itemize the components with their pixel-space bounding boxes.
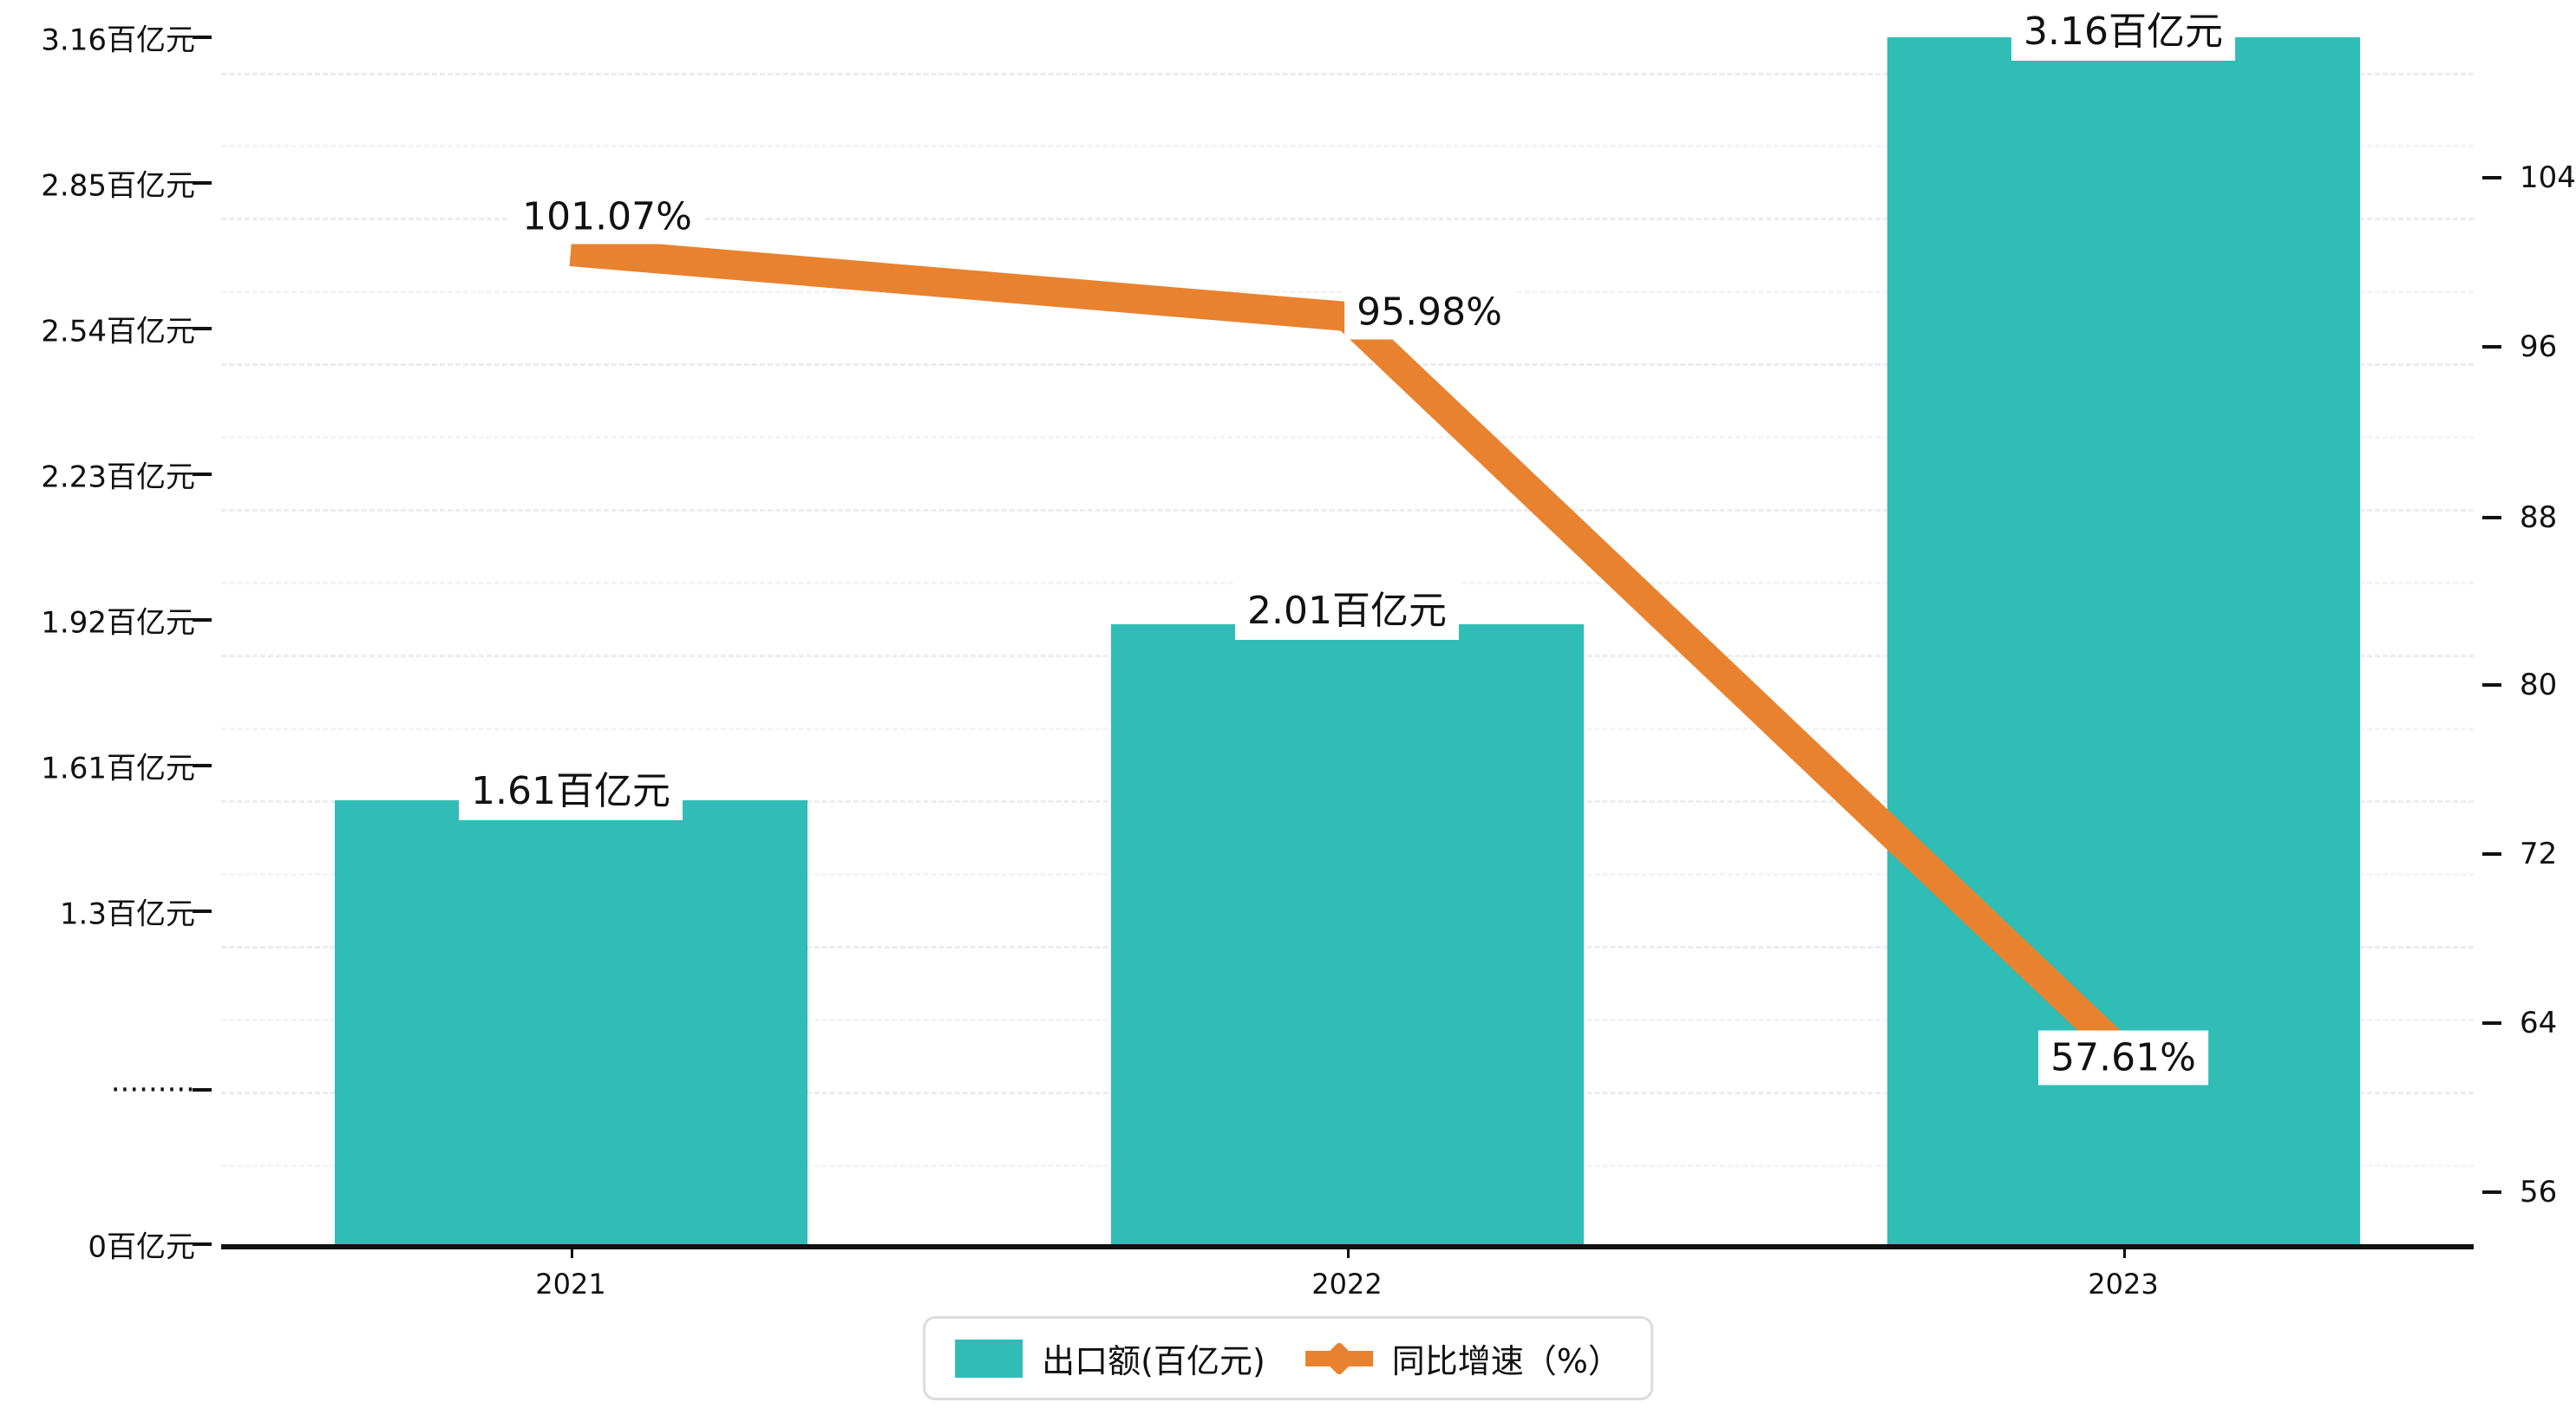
line-value-label-2022: 95.98% <box>1344 284 1514 340</box>
bar-2022[interactable] <box>1111 624 1584 1244</box>
y-right-tick <box>2482 516 2501 519</box>
y-left-tick <box>193 1242 212 1246</box>
line-value-label-2021: 101.07% <box>510 189 704 245</box>
gridline <box>221 218 2474 220</box>
x-axis-label-2023: 2023 <box>2088 1268 2159 1301</box>
legend-label-export-amount: 出口额(百亿元) <box>1042 1342 1265 1380</box>
legend-item-growth-rate[interactable]: 同比增速（%） <box>1304 1334 1621 1382</box>
y-left-tick <box>193 181 212 185</box>
y-left-label: 1.61百亿元 <box>41 751 195 786</box>
y-left-label: 2.54百亿元 <box>41 314 195 349</box>
y-right-label: 104 <box>2520 160 2576 195</box>
y-left-tick <box>193 618 212 622</box>
y-left-tick <box>193 910 212 913</box>
gridline <box>221 73 2474 75</box>
y-right-tick <box>2482 852 2501 856</box>
y-left-label: 3.16百亿元 <box>41 23 195 58</box>
bar-value-label-2022: 2.01百亿元 <box>1235 574 1459 640</box>
y-right-label: 56 <box>2520 1175 2558 1210</box>
y-right-tick <box>2482 345 2501 349</box>
y-left-tick <box>193 764 212 767</box>
x-tick <box>2123 1244 2126 1258</box>
x-axis-label-2022: 2022 <box>1311 1268 1383 1301</box>
y-right-tick <box>2482 176 2501 179</box>
y-right-tick <box>2482 1190 2501 1194</box>
legend-bar-swatch-icon <box>955 1339 1023 1378</box>
legend-line-marker-icon <box>1304 1340 1373 1378</box>
y-left-label: 1.3百亿元 <box>59 897 195 932</box>
legend-label-growth-rate: 同比增速（%） <box>1391 1342 1621 1380</box>
y-left-tick <box>193 327 212 330</box>
bar-value-label-2023: 3.16百亿元 <box>2011 0 2235 61</box>
y-left-tick <box>193 1088 212 1092</box>
y-left-label: 0百亿元 <box>88 1229 195 1265</box>
gridline-minor <box>221 145 2474 147</box>
y-right-label: 88 <box>2520 500 2558 535</box>
y-left-tick <box>193 473 212 476</box>
bar-value-label-2021: 1.61百亿元 <box>459 754 683 820</box>
y-right-label: 96 <box>2520 329 2558 364</box>
x-tick <box>1347 1244 1350 1258</box>
y-right-label: 64 <box>2520 1006 2558 1040</box>
y-right-label: 72 <box>2520 837 2558 871</box>
y-left-label: 1.92百亿元 <box>41 605 195 641</box>
legend-item-export-amount[interactable]: 出口额(百亿元) <box>955 1334 1265 1382</box>
chart-legend: 出口额(百亿元) 同比增速（%） <box>923 1316 1653 1400</box>
y-left-tick <box>193 36 212 39</box>
y-right-tick <box>2482 683 2501 687</box>
y-right-tick <box>2482 1021 2501 1025</box>
y-right-label: 80 <box>2520 668 2558 702</box>
y-left-label: 2.85百亿元 <box>41 168 195 204</box>
line-value-label-2023: 57.61% <box>2038 1030 2208 1086</box>
y-left-label-truncated: ········· <box>110 1073 195 1107</box>
x-axis-label-2021: 2021 <box>535 1268 606 1301</box>
x-tick <box>571 1244 573 1258</box>
bar-2021[interactable] <box>335 800 807 1244</box>
y-left-label: 2.23百亿元 <box>41 460 195 495</box>
